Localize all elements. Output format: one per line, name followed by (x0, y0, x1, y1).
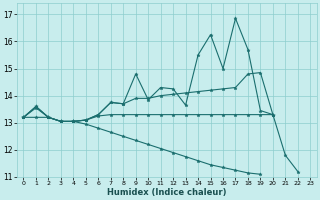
X-axis label: Humidex (Indice chaleur): Humidex (Indice chaleur) (107, 188, 227, 197)
